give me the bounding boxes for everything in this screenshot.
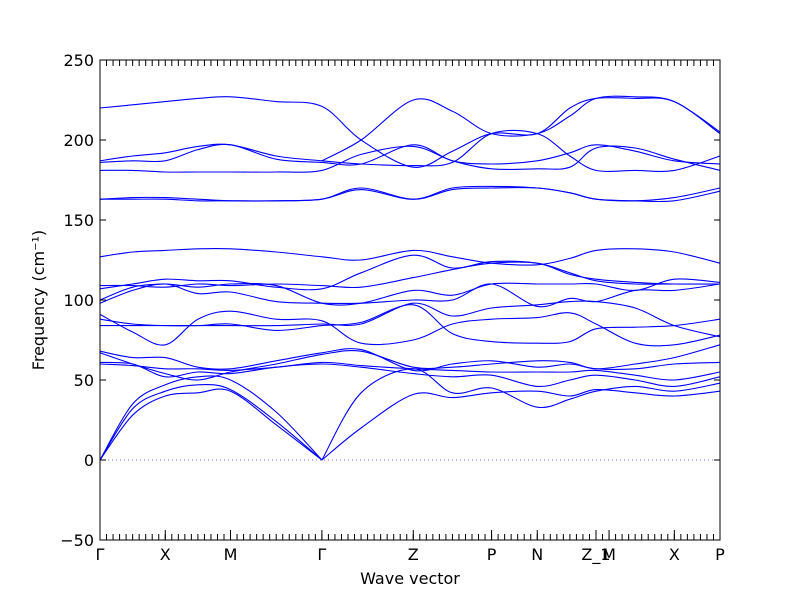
band-19 bbox=[99, 185, 721, 202]
band-17 bbox=[99, 247, 721, 266]
y-tick-label: 150 bbox=[63, 211, 94, 230]
band-2 bbox=[99, 384, 323, 461]
band-12 bbox=[99, 300, 721, 338]
band-16 bbox=[99, 261, 721, 289]
x-tick-label: Γ bbox=[317, 545, 326, 564]
y-axis-label: Frequency (cm⁻¹) bbox=[29, 230, 48, 370]
band-7 bbox=[99, 361, 721, 381]
x-tick-label: Z_1 bbox=[581, 545, 610, 565]
x-tick-label: X bbox=[669, 545, 680, 564]
y-tick-label: 0 bbox=[84, 451, 94, 470]
y-tick-label: 250 bbox=[63, 51, 94, 70]
band-10 bbox=[99, 304, 721, 344]
y-axis-label-unit: (cm⁻¹) bbox=[29, 230, 48, 282]
band-14 bbox=[99, 278, 721, 306]
x-tick-label: M bbox=[224, 545, 238, 564]
x-minor-ticks bbox=[99, 60, 721, 540]
x-tick-label: Γ bbox=[96, 545, 105, 564]
band-6 bbox=[99, 361, 721, 387]
band-23 bbox=[99, 96, 721, 168]
band-24 bbox=[321, 95, 721, 162]
band-8 bbox=[99, 348, 721, 372]
band-5 bbox=[321, 368, 721, 461]
band-20 bbox=[99, 145, 721, 173]
y-axis-label-text: Frequency bbox=[29, 288, 48, 371]
y-axis-ticks: −50 0 50 100 150 200 250 bbox=[60, 51, 720, 550]
x-tick-label: P bbox=[487, 545, 497, 564]
x-tick-label: Z bbox=[408, 545, 419, 564]
band-11 bbox=[99, 310, 721, 347]
x-tick-label: M bbox=[602, 545, 616, 564]
band-1 bbox=[99, 388, 323, 461]
y-tick-label: 50 bbox=[74, 371, 94, 390]
band-9 bbox=[99, 344, 721, 381]
band-22 bbox=[99, 129, 721, 173]
band-4 bbox=[321, 388, 721, 461]
band-series-group bbox=[99, 95, 721, 461]
y-tick-label: 100 bbox=[63, 291, 94, 310]
x-tick-label: X bbox=[160, 545, 171, 564]
band-15 bbox=[99, 254, 720, 291]
band-13 bbox=[99, 283, 721, 308]
x-tick-label: N bbox=[531, 545, 543, 564]
band-3 bbox=[99, 375, 323, 461]
x-axis-ticks: Γ X M Γ Z P N Z_1M X P bbox=[96, 530, 725, 565]
x-axis-label: Wave vector bbox=[360, 569, 460, 588]
y-tick-label: −50 bbox=[60, 531, 94, 550]
x-tick-label: P bbox=[715, 545, 725, 564]
y-tick-label: 200 bbox=[63, 131, 94, 150]
band-21 bbox=[99, 143, 721, 166]
